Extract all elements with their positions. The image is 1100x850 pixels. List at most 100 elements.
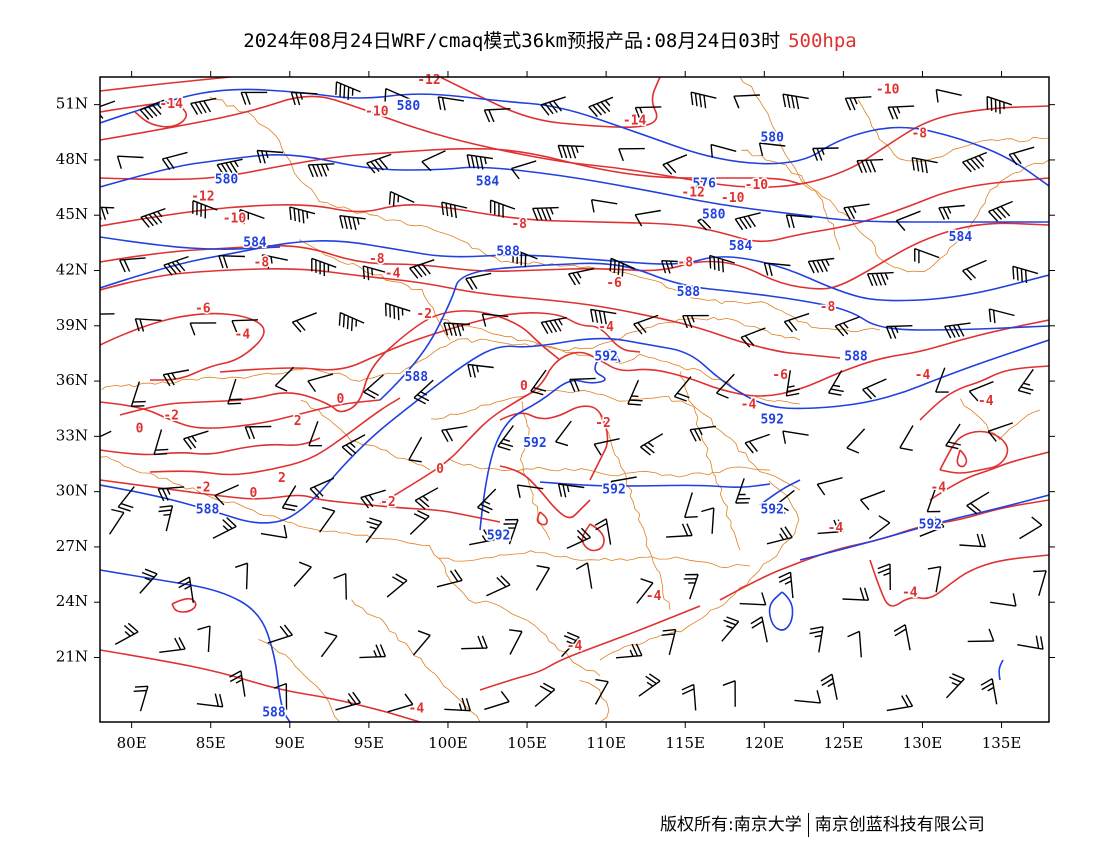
wind-barb — [575, 562, 593, 589]
wind-barb — [638, 673, 661, 697]
wind-barb — [847, 630, 862, 658]
temperature-label: -12 — [681, 186, 704, 201]
wind-barb — [683, 573, 699, 600]
wind-barb — [469, 528, 496, 546]
pressure-level: 500hpa — [788, 30, 857, 52]
wind-barb — [1017, 635, 1044, 650]
wind-barb — [885, 325, 913, 339]
lat-label: 27N — [56, 537, 88, 555]
temperature-label: -4 — [235, 328, 251, 343]
wind-barb — [140, 207, 166, 228]
wind-barb — [740, 327, 766, 348]
wind-barb — [594, 518, 612, 545]
wind-barb — [778, 571, 794, 599]
wind-barb — [159, 637, 186, 653]
temperature-label: -4 — [978, 394, 994, 409]
lon-label: 90E — [275, 734, 305, 752]
boundary-lines — [100, 77, 1049, 722]
wind-barb — [183, 430, 209, 450]
lat-label: 48N — [56, 150, 88, 168]
wind-barb — [414, 487, 439, 510]
wind-barb — [260, 524, 288, 539]
map-frame — [99, 76, 1050, 723]
copyright-owner: 版权所有:南京大学 — [660, 815, 802, 835]
wind-barb — [409, 259, 435, 279]
wind-barb — [290, 91, 318, 106]
wind-barb — [1033, 570, 1047, 596]
wind-barb — [868, 515, 891, 540]
wind-barb — [441, 425, 468, 443]
wind-barb — [532, 206, 559, 221]
wind-barb — [859, 490, 886, 511]
wind-barb — [710, 143, 737, 158]
wind-barb — [715, 373, 735, 399]
temperature-label: -2 — [595, 416, 611, 431]
wind-barb — [360, 489, 386, 509]
wind-barb — [335, 691, 361, 711]
wind-barb — [212, 517, 237, 539]
geopotential-label: 592 — [602, 482, 625, 497]
wind-barb — [139, 99, 165, 120]
wind-barb — [927, 566, 942, 593]
wind-barb — [938, 204, 965, 220]
wind-barb — [640, 433, 664, 456]
temperature-label: -8 — [254, 256, 270, 271]
temperature-label: -6 — [195, 302, 211, 317]
temperature-label: -4 — [385, 267, 401, 282]
geopotential-label: 580 — [215, 173, 239, 188]
wind-barb — [782, 93, 809, 110]
wind-barb — [309, 477, 335, 499]
wind-barb — [516, 484, 544, 498]
wind-barb — [161, 151, 188, 171]
wind-barb — [362, 265, 389, 281]
lon-label: 80E — [117, 734, 147, 752]
wind-barb — [158, 505, 174, 532]
lat-label: 42N — [56, 261, 88, 279]
wind-barb — [256, 149, 284, 164]
wind-barb — [510, 160, 537, 180]
temperature-label: -4 — [567, 639, 583, 654]
wind-barb — [588, 96, 614, 118]
wind-barb — [673, 376, 692, 402]
wind-barb — [569, 377, 596, 392]
wind-barb — [609, 257, 636, 277]
lat-label: 45N — [56, 205, 88, 223]
wind-barb — [827, 370, 844, 396]
wind-barb — [844, 96, 872, 111]
wind-barb — [709, 254, 735, 273]
wind-barb — [139, 568, 158, 594]
wind-barb — [1012, 265, 1039, 284]
wind-barb — [465, 272, 492, 290]
wind-barb — [812, 147, 839, 161]
temperature-label: -8 — [911, 127, 927, 142]
wind-barb — [117, 486, 135, 512]
temperature-contours — [100, 77, 1049, 722]
wind-barb — [966, 491, 990, 515]
wind-barb — [116, 155, 144, 169]
wind-barb — [618, 147, 645, 162]
wind-barb — [661, 628, 677, 655]
geopotential-label: 584 — [949, 230, 973, 245]
wind-barb — [594, 678, 609, 705]
wind-barb — [862, 378, 887, 400]
wind-barb — [467, 363, 494, 378]
temperature-label: -4 — [828, 521, 844, 536]
wind-barb — [196, 693, 224, 708]
wind-barb — [887, 105, 915, 120]
wind-barb — [421, 150, 446, 172]
wind-barb — [935, 88, 962, 103]
lat-label: 39N — [56, 316, 88, 334]
wind-barb — [834, 316, 860, 337]
wind-barbs — [100, 81, 1047, 713]
copyright-company: 南京创蓝科技有限公司 — [814, 815, 985, 835]
wind-barb — [386, 573, 408, 598]
wind-barb — [540, 96, 566, 116]
wind-barb — [690, 91, 717, 109]
wind-barb — [100, 313, 115, 315]
wind-barb — [267, 624, 293, 644]
lon-label: 115E — [665, 734, 705, 752]
temperature-label: -10 — [365, 105, 389, 120]
wind-barb — [119, 257, 146, 273]
wind-barb — [216, 158, 243, 177]
